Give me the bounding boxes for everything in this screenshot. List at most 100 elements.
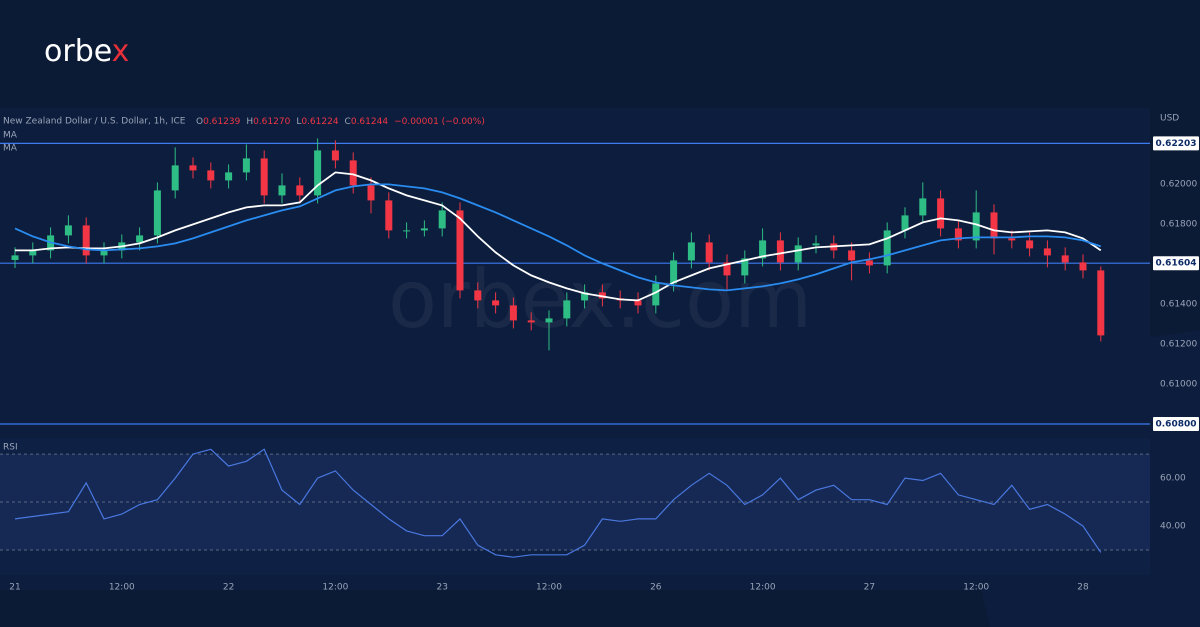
- ohlc-value: 0.61270: [253, 117, 290, 127]
- change: −0.00001 (−0.00%): [394, 117, 485, 127]
- candle-body: [883, 230, 891, 266]
- candle-body: [420, 228, 428, 231]
- candle-body: [759, 240, 767, 259]
- candle-body: [812, 243, 820, 246]
- candle-body: [741, 258, 749, 276]
- watermark: orbex.com: [388, 253, 812, 346]
- y-tick-label: 0.61800: [1160, 220, 1197, 230]
- candle-body: [403, 230, 411, 232]
- y-tick-label: 0.62000: [1160, 180, 1197, 190]
- candle-body: [848, 250, 856, 261]
- rsi-band: [0, 454, 1150, 551]
- candle-body: [1061, 255, 1069, 263]
- rsi-label: RSI: [3, 443, 18, 453]
- candle-body: [1097, 270, 1105, 336]
- level-label: 0.61604: [1156, 259, 1197, 269]
- candle-body: [29, 250, 37, 256]
- candle-body: [11, 255, 19, 260]
- candle-body: [260, 158, 268, 196]
- ohlc-key: H: [246, 117, 253, 127]
- candle-body: [563, 300, 571, 319]
- ohlc-value: 0.61244: [351, 117, 388, 127]
- candle-body: [207, 170, 215, 181]
- rsi-tick-label: 60.00: [1160, 474, 1186, 484]
- candle-body: [598, 292, 606, 299]
- ohlc-value: 0.61239: [203, 117, 240, 127]
- candle-body: [171, 165, 179, 191]
- candle-body: [367, 185, 375, 201]
- candle-body: [865, 260, 873, 266]
- candle-body: [456, 210, 464, 291]
- candle-body: [1026, 240, 1034, 249]
- candle-body: [100, 250, 108, 256]
- candle-body: [385, 200, 393, 231]
- x-tick-label: 26: [650, 583, 662, 593]
- level-label-box: [1153, 417, 1199, 431]
- moving-average: [14, 183, 1102, 292]
- logo: orbex: [44, 34, 129, 69]
- candle-body: [64, 225, 72, 236]
- rsi-tick-label: 40.00: [1160, 522, 1186, 532]
- candle-body: [331, 150, 339, 161]
- candle-body: [794, 245, 802, 263]
- candle-body: [296, 185, 304, 196]
- x-tick-label: 12:00: [322, 583, 348, 593]
- ohlc: O0.61239 H0.61270 L0.61224 C0.61244 −0.00001…: [196, 117, 485, 127]
- candle-body: [349, 160, 357, 186]
- candle-body: [242, 158, 250, 173]
- ohlc-key: O: [196, 117, 203, 127]
- candle-body: [670, 260, 678, 284]
- symbol: New Zealand Dollar / U.S. Dollar, 1h, IC…: [3, 117, 186, 127]
- candle-body: [581, 292, 589, 301]
- y-tick-label: 0.61200: [1160, 340, 1197, 350]
- candle-body: [776, 240, 784, 263]
- candle-body: [136, 235, 144, 243]
- level-label-box: [1153, 256, 1199, 271]
- candle-body: [1043, 248, 1051, 256]
- candle-body: [954, 228, 962, 241]
- candle-body: [990, 212, 998, 239]
- candle-body: [314, 150, 322, 196]
- ma-label: MA: [3, 144, 18, 154]
- candle-body: [225, 172, 233, 181]
- rsi-line: [14, 448, 1102, 558]
- currency: USD: [1160, 114, 1179, 124]
- candle-body: [153, 190, 161, 236]
- candle-body: [652, 283, 660, 306]
- candle-body: [919, 198, 927, 216]
- level-label: 0.62203: [1156, 139, 1197, 149]
- candle-body: [438, 210, 446, 229]
- logo-accent: x: [112, 34, 130, 69]
- x-tick-label: 28: [1077, 583, 1089, 593]
- x-tick-label: 12:00: [750, 583, 776, 593]
- candle-body: [705, 242, 713, 263]
- candle-body: [545, 318, 553, 323]
- candle-body: [1079, 262, 1087, 271]
- moving-average: [15, 171, 1102, 302]
- x-tick-label: 12:00: [963, 583, 989, 593]
- candle-body: [723, 262, 731, 276]
- candle-body: [972, 212, 980, 241]
- candle-body: [82, 225, 90, 256]
- y-tick-label: 0.61400: [1160, 300, 1197, 310]
- candle-body: [509, 305, 517, 321]
- candle-body: [634, 300, 642, 306]
- x-tick-label: 23: [436, 583, 447, 593]
- candle-body: [1008, 238, 1016, 241]
- x-tick-label: 22: [223, 583, 234, 593]
- header: New Zealand Dollar / U.S. Dollar, 1h, IC…: [3, 117, 485, 127]
- level-label: 0.60800: [1156, 420, 1197, 430]
- logo-text: orbe: [44, 34, 112, 69]
- candle-body: [527, 320, 535, 323]
- x-tick-label: 12:00: [109, 583, 135, 593]
- rsi-panel: [0, 438, 1150, 575]
- x-tick-label: 27: [864, 583, 875, 593]
- candle-body: [474, 290, 482, 301]
- x-tick-label: 21: [9, 583, 20, 593]
- y-tick-label: 0.61000: [1160, 380, 1197, 390]
- ohlc-key: C: [345, 117, 351, 127]
- candle-body: [278, 185, 286, 196]
- candle-body: [901, 215, 909, 231]
- ohlc-key: L: [296, 117, 301, 127]
